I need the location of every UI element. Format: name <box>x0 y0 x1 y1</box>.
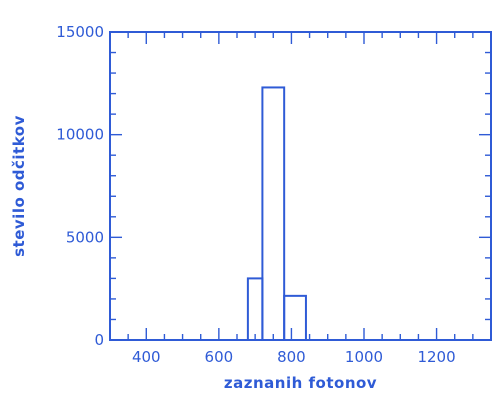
y-tick-label: 0 <box>94 331 104 349</box>
y-tick-label: 15000 <box>56 23 104 41</box>
plot-frame <box>109 31 492 341</box>
y-tick-labels: 0 5000 10000 15000 <box>56 23 104 349</box>
y-tick-label: 5000 <box>66 228 104 246</box>
histogram-bar <box>246 277 264 341</box>
histogram-bar <box>283 294 307 341</box>
y-tick-label: 10000 <box>56 126 104 144</box>
x-tick-label: 600 <box>205 348 234 366</box>
x-tick-label: 1200 <box>417 348 455 366</box>
x-tick-labels: 400 600 800 1000 1200 <box>132 348 456 366</box>
x-tick-label: 400 <box>132 348 161 366</box>
x-tick-label: 1000 <box>345 348 383 366</box>
tick-marks <box>110 31 491 341</box>
x-axis-label: zaznanih fotonov <box>224 374 377 392</box>
x-tick-label: 800 <box>277 348 306 366</box>
histogram-bars <box>246 86 307 341</box>
histogram-bar <box>261 86 286 341</box>
y-axis-label: stevilo odčitkov <box>10 115 28 257</box>
